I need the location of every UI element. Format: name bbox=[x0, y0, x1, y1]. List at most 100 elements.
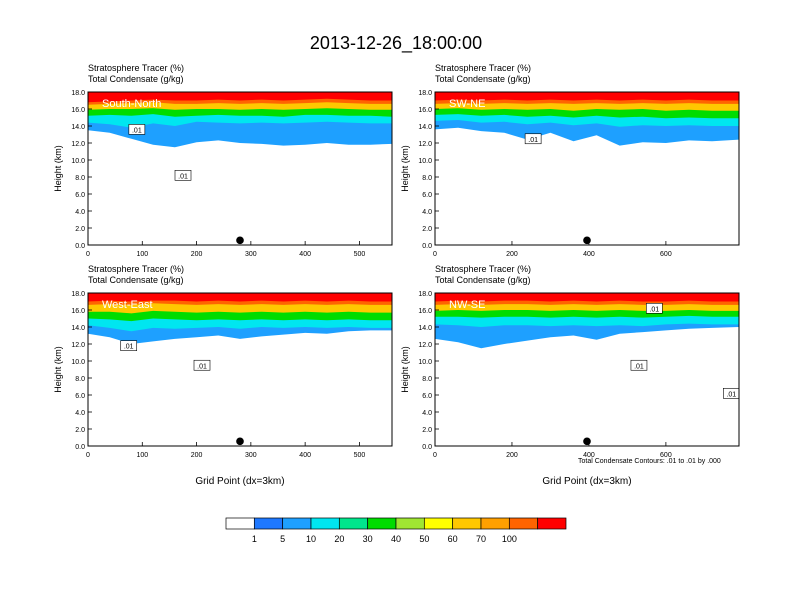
contour-label: .01 bbox=[528, 137, 538, 144]
colorbar-swatch bbox=[537, 517, 567, 530]
y-tick-label: 6.0 bbox=[422, 393, 432, 400]
y-tick-label: 10.0 bbox=[418, 359, 432, 366]
colorbar-label: 10 bbox=[306, 534, 316, 544]
y-tick-label: 6.0 bbox=[422, 192, 432, 199]
y-tick-label: 16.0 bbox=[418, 107, 432, 114]
x-tick-label: 0 bbox=[433, 452, 437, 459]
plot-frame bbox=[434, 292, 740, 447]
contour-label: .01 bbox=[634, 363, 644, 370]
colorbar-label: 70 bbox=[476, 534, 486, 544]
x-tick-label: 400 bbox=[299, 452, 311, 459]
section-label: SW-NE bbox=[449, 98, 485, 110]
y-tick-label: 16.0 bbox=[71, 107, 85, 114]
reference-marker bbox=[236, 236, 244, 245]
y-tick-label: 2.0 bbox=[75, 226, 85, 233]
tracer-band-p100 bbox=[88, 92, 392, 103]
y-tick-label: 12.0 bbox=[418, 342, 432, 349]
y-tick-label: 2.0 bbox=[75, 427, 85, 434]
contour-label: .01 bbox=[197, 363, 207, 370]
y-tick-label: 16.0 bbox=[71, 308, 85, 315]
x-tick-label: 0 bbox=[433, 251, 437, 258]
y-tick-label: 12.0 bbox=[418, 141, 432, 148]
colorbar-swatch bbox=[452, 517, 482, 530]
contour-label-box bbox=[120, 340, 138, 352]
tracer-band-p100 bbox=[435, 92, 739, 101]
plot-area: .01 .01 West-East bbox=[88, 293, 392, 446]
y-axis-title: Height (km) bbox=[53, 346, 63, 393]
figure-title: 2013-12-26_18:00:00 bbox=[310, 33, 482, 54]
y-tick-label: 12.0 bbox=[71, 342, 85, 349]
y-tick-label: 10.0 bbox=[71, 158, 85, 165]
y-tick-label: 0.0 bbox=[422, 243, 432, 250]
y-tick-label: 14.0 bbox=[418, 325, 432, 332]
colorbar-swatch bbox=[423, 517, 454, 530]
x-tick-label: 400 bbox=[583, 251, 595, 258]
panel-header-condensate: Total Condensate (g/kg) bbox=[435, 74, 531, 84]
colorbar-swatch bbox=[338, 517, 369, 530]
reference-marker bbox=[236, 437, 244, 446]
contour-label-box bbox=[646, 302, 663, 314]
colorbar-swatch bbox=[508, 517, 539, 530]
colorbar-label: 50 bbox=[419, 534, 429, 544]
contour-label: .01 bbox=[726, 391, 736, 398]
contour-label: .01 bbox=[649, 306, 659, 313]
plot-area: .01 SW-NE bbox=[435, 92, 739, 245]
x-tick-label: 500 bbox=[354, 452, 366, 459]
y-tick-label: 0.0 bbox=[422, 444, 432, 451]
y-tick-label: 8.0 bbox=[422, 175, 432, 182]
colorbar-label: 1 bbox=[252, 534, 257, 544]
x-tick-label: 300 bbox=[245, 251, 257, 258]
colorbar-label: 40 bbox=[391, 534, 401, 544]
y-tick-label: 18.0 bbox=[418, 291, 432, 298]
x-tick-label: 600 bbox=[660, 251, 672, 258]
panel-header-tracer: Stratosphere Tracer (%) bbox=[435, 63, 531, 73]
y-tick-label: 0.0 bbox=[75, 243, 85, 250]
colorbar-label: 30 bbox=[363, 534, 373, 544]
y-tick-label: 14.0 bbox=[418, 124, 432, 131]
x-tick-label: 300 bbox=[245, 452, 257, 459]
panel-header-condensate: Total Condensate (g/kg) bbox=[88, 275, 184, 285]
y-tick-label: 6.0 bbox=[75, 393, 85, 400]
colorbar-label: 20 bbox=[334, 534, 344, 544]
colorbar-swatch bbox=[253, 517, 284, 530]
section-label: South-North bbox=[102, 98, 161, 110]
x-tick-label: 400 bbox=[583, 452, 595, 459]
x-tick-label: 200 bbox=[191, 251, 203, 258]
colorbar-swatch bbox=[310, 517, 340, 530]
panel-header-condensate: Total Condensate (g/kg) bbox=[435, 275, 531, 285]
x-tick-label: 600 bbox=[660, 452, 672, 459]
y-axis-title: Height (km) bbox=[400, 346, 410, 393]
contour-label-box bbox=[630, 359, 648, 371]
plot-frame bbox=[87, 91, 393, 246]
contour-label-box bbox=[128, 124, 146, 135]
panel-2: Stratosphere Tracer (%)Total Condensate … bbox=[400, 63, 740, 258]
y-tick-label: 14.0 bbox=[71, 325, 85, 332]
panel-1: Stratosphere Tracer (%)Total Condensate … bbox=[53, 63, 393, 258]
contour-label-box bbox=[723, 387, 739, 399]
panel-3: Stratosphere Tracer (%)Total Condensate … bbox=[53, 264, 393, 487]
y-tick-label: 4.0 bbox=[75, 410, 85, 417]
panel-4: Stratosphere Tracer (%)Total Condensate … bbox=[400, 264, 740, 487]
reference-marker bbox=[583, 437, 591, 446]
y-tick-label: 18.0 bbox=[71, 291, 85, 298]
y-tick-label: 2.0 bbox=[422, 226, 432, 233]
contour-label: .01 bbox=[178, 173, 188, 180]
y-tick-label: 4.0 bbox=[422, 410, 432, 417]
x-tick-label: 100 bbox=[136, 452, 148, 459]
colorbar-label: 60 bbox=[448, 534, 458, 544]
panel-header-tracer: Stratosphere Tracer (%) bbox=[88, 264, 184, 274]
plot-frame bbox=[87, 292, 393, 447]
x-tick-label: 0 bbox=[86, 251, 90, 258]
y-axis-title: Height (km) bbox=[53, 145, 63, 192]
colorbar-swatch bbox=[480, 517, 510, 530]
contour-footnote: Total Condensate Contours: .01 to .01 by… bbox=[578, 458, 721, 465]
y-tick-label: 12.0 bbox=[71, 141, 85, 148]
x-tick-label: 200 bbox=[506, 251, 518, 258]
colorbar-swatch bbox=[225, 517, 255, 530]
colorbar-swatch bbox=[282, 517, 312, 530]
y-tick-label: 0.0 bbox=[75, 444, 85, 451]
x-tick-label: 500 bbox=[354, 251, 366, 258]
y-tick-label: 8.0 bbox=[422, 376, 432, 383]
plot-area: .01 .01 .01 NW-SE bbox=[435, 293, 739, 446]
y-tick-label: 16.0 bbox=[418, 308, 432, 315]
